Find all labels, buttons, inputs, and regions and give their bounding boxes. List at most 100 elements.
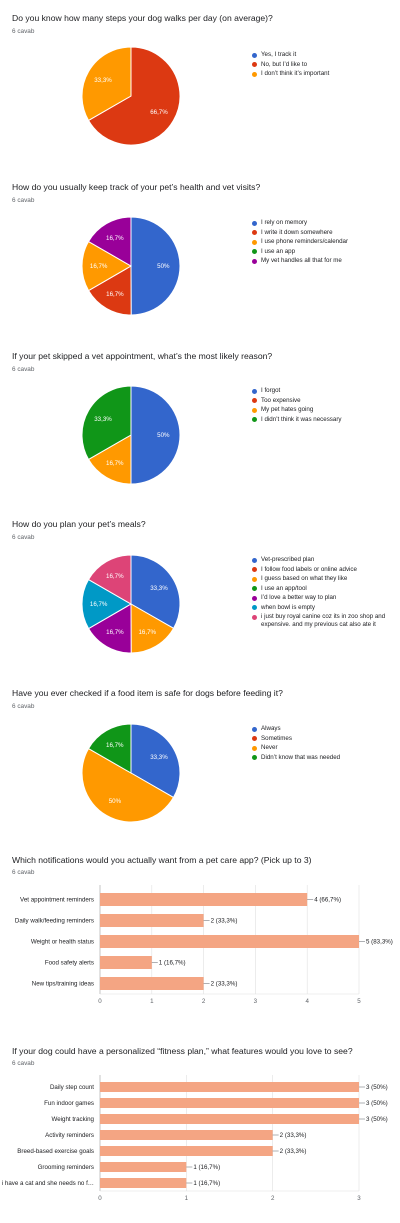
- legend-item-2[interactable]: I use phone reminders/calendar: [252, 238, 392, 246]
- legend-item-4[interactable]: My vet handles all that for me: [252, 257, 392, 265]
- slice-label: 33,3%: [150, 585, 168, 592]
- legend-item-3[interactable]: Didn’t know that was needed: [252, 754, 392, 762]
- legend-item-2[interactable]: I don’t think it’s important: [252, 70, 392, 78]
- bar-0[interactable]: [100, 1082, 359, 1092]
- legend-item-0[interactable]: I rely on memory: [252, 219, 392, 227]
- pie-slice-0[interactable]: [130, 554, 181, 630]
- legend-item-4[interactable]: I’d love a better way to plan: [252, 594, 392, 602]
- pie-slice-1[interactable]: [87, 265, 132, 316]
- pie-slice-1[interactable]: [87, 46, 181, 146]
- legend-label: I forgot: [261, 387, 281, 394]
- response-count: 6 cavab: [12, 1060, 35, 1067]
- legend-item-2[interactable]: Never: [252, 744, 392, 752]
- legend-swatch: [252, 595, 257, 601]
- response-count: 6 cavab: [12, 869, 35, 876]
- slice-label: 16,7%: [106, 460, 124, 467]
- legend-swatch: [252, 249, 257, 254]
- legend-swatch: [252, 755, 257, 760]
- pie-chart: 50% 16,7% 33,3%: [81, 385, 181, 485]
- legend-item-3[interactable]: I use an app/tool: [252, 585, 392, 593]
- legend-item-1[interactable]: I write it down somewhere: [252, 229, 392, 237]
- legend-label: I follow food labels or online advice: [261, 565, 357, 573]
- legend-swatch: [252, 52, 257, 58]
- bar-4[interactable]: [100, 1146, 273, 1156]
- bar-3[interactable]: [100, 956, 152, 969]
- question-section-meal-planning: How do you plan your pet’s meals? 6 cava…: [0, 508, 400, 678]
- pie-slice-0[interactable]: [130, 723, 181, 799]
- pie-slice-0[interactable]: [130, 385, 181, 485]
- pie-slice-4[interactable]: [87, 603, 132, 654]
- legend-item-5[interactable]: when bowl is empty: [252, 604, 392, 612]
- legend-item-0[interactable]: Vet-prescribed plan: [252, 556, 392, 564]
- pie-slice-4[interactable]: [87, 216, 132, 267]
- legend: Vet-prescribed plan I follow food labels …: [252, 556, 392, 631]
- legend-label: I rely on memory: [261, 219, 308, 226]
- value-label: 2 (33,3%): [280, 1148, 307, 1155]
- pie-slice-2[interactable]: [130, 603, 175, 654]
- slice-label: 16,7%: [106, 573, 124, 580]
- question-title: Which notifications would you actually w…: [12, 855, 312, 865]
- legend-item-2[interactable]: I guess based on what they like: [252, 575, 392, 583]
- bar-2[interactable]: [100, 935, 359, 948]
- category-label: Food safety alerts: [45, 960, 94, 967]
- bar-1[interactable]: [100, 1098, 359, 1108]
- legend-label: Sometimes: [261, 734, 292, 742]
- category-label: New tips/training ideas: [32, 981, 94, 988]
- bar-2[interactable]: [100, 1114, 359, 1124]
- bar-0[interactable]: [100, 893, 308, 906]
- value-label: 5 (83,3%): [366, 939, 393, 946]
- slice-label: 50%: [157, 263, 170, 270]
- legend-item-1[interactable]: I follow food labels or online advice: [252, 566, 392, 574]
- legend-item-1[interactable]: No, but I’d like to: [252, 61, 392, 69]
- pie-slice-2[interactable]: [81, 747, 175, 823]
- pie-slice-0[interactable]: [130, 216, 181, 316]
- pie-slice-5[interactable]: [81, 578, 132, 630]
- pie-chart: 66,7% 33,3%: [81, 46, 181, 146]
- legend-swatch: [252, 557, 257, 563]
- slice-label: 66,7%: [150, 109, 168, 116]
- bar-4[interactable]: [100, 977, 204, 990]
- pie-slice-3[interactable]: [81, 385, 132, 461]
- value-label: 3 (50%): [366, 1084, 388, 1091]
- legend-label: Always: [261, 725, 281, 732]
- category-label: Vet appointment reminders: [20, 897, 94, 904]
- legend-swatch: [252, 71, 257, 77]
- legend-item-3[interactable]: I use an app: [252, 248, 392, 256]
- category-label: Weight tracking: [51, 1116, 94, 1123]
- question-section-food-safety: Have you ever checked if a food item is …: [0, 677, 400, 847]
- bar-1[interactable]: [100, 914, 204, 927]
- value-label: 1 (16,7%): [159, 960, 186, 967]
- legend-item-3[interactable]: I didn’t think it was necessary: [252, 416, 392, 424]
- pie-slice-2[interactable]: [81, 46, 132, 122]
- value-label: 1 (16,7%): [193, 1180, 220, 1187]
- pie-slice-6[interactable]: [87, 554, 132, 605]
- value-label: 4 (66,7%): [314, 897, 341, 904]
- slice-label: 16,7%: [106, 742, 124, 749]
- bar-5[interactable]: [100, 1162, 187, 1172]
- legend: I rely on memory I write it down somewher…: [252, 219, 392, 267]
- legend-item-0[interactable]: I forgot: [252, 387, 392, 395]
- bar-6[interactable]: [100, 1178, 187, 1188]
- question-title: Have you ever checked if a food item is …: [12, 688, 283, 698]
- legend-swatch: [252, 726, 257, 732]
- legend-item-2[interactable]: My pet hates going: [252, 406, 392, 414]
- bar-3[interactable]: [100, 1130, 273, 1140]
- question-title: Do you know how many steps your dog walk…: [12, 13, 273, 23]
- response-count: 6 cavab: [12, 197, 35, 204]
- legend-item-0[interactable]: Yes, I track it: [252, 51, 392, 59]
- legend-swatch: [252, 258, 257, 264]
- value-label: 3 (50%): [366, 1100, 388, 1107]
- legend-item-1[interactable]: Sometimes: [252, 735, 392, 743]
- slice-label: 50%: [109, 798, 122, 805]
- pie-slice-2[interactable]: [87, 434, 132, 485]
- pie-slice-3[interactable]: [87, 723, 132, 774]
- legend-item-6[interactable]: i just buy royal canine coz its in zoo s…: [252, 613, 392, 629]
- legend-item-0[interactable]: Always: [252, 725, 392, 733]
- response-count: 6 cavab: [12, 534, 35, 541]
- legend-swatch: [252, 745, 257, 751]
- legend-item-1[interactable]: Too expensive: [252, 397, 392, 405]
- legend-label: Vet-prescribed plan: [261, 556, 315, 563]
- question-title: If your dog could have a personalized “f…: [12, 1046, 353, 1056]
- pie-slice-2[interactable]: [81, 240, 132, 292]
- value-label: 1 (16,7%): [193, 1164, 220, 1171]
